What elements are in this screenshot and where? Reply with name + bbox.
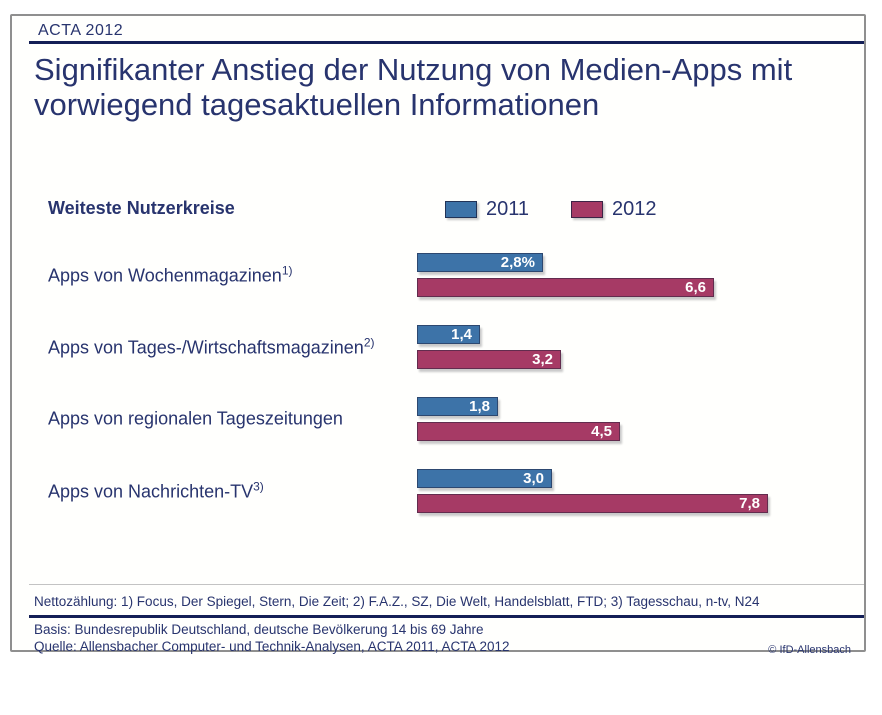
bar-chart: Apps von Wochenmagazinen1) 2,8% 6,6 Apps vo… [12, 16, 864, 650]
chart-row: Apps von regionalen Tageszeitungen 1,8 4,5 [12, 397, 864, 441]
category-label: Apps von Wochenmagazinen1) [48, 263, 293, 285]
footnote-netto: Nettozählung: 1) Focus, Der Spiegel, Ste… [34, 594, 760, 609]
legend-swatch-2011 [445, 201, 477, 218]
legend-item-2011: 2011 [445, 198, 529, 221]
bar-2011: 2,8% [417, 253, 543, 272]
slide-frame: ACTA 2012 Signifikanter Anstieg der Nutz… [10, 14, 866, 656]
category-label: Apps von Tages-/Wirtschaftsmagazinen2) [48, 335, 375, 357]
category-superscript: 3) [253, 479, 264, 493]
plot-bottom-rule [29, 584, 864, 585]
bar-2012: 7,8 [417, 494, 768, 513]
bar-2012: 4,5 [417, 422, 620, 441]
footnote-quelle: Quelle: Allensbacher Computer- und Techn… [34, 639, 510, 654]
bar-2011: 1,8 [417, 397, 498, 416]
category-label: Apps von Nachrichten-TV3) [48, 479, 264, 501]
bar-value-label: 4,5 [591, 423, 612, 440]
report-label: ACTA 2012 [38, 22, 124, 39]
header-rule [29, 41, 864, 44]
chart-row: Apps von Tages-/Wirtschaftsmagazinen2) 1,… [12, 325, 864, 369]
bar-value-label: 7,8 [739, 495, 760, 512]
bar-2011: 1,4 [417, 325, 480, 344]
footnote-basis: Basis: Bundesrepublik Deutschland, deuts… [34, 622, 484, 637]
category-superscript: 2) [363, 335, 375, 349]
legend-item-2012: 2012 [571, 198, 657, 221]
bar-value-label: 1,4 [451, 326, 472, 343]
bar-value-label: 3,0 [523, 470, 544, 487]
category-superscript: 1) [281, 263, 293, 277]
bar-2012: 6,6 [417, 278, 714, 297]
legend-label-2012: 2012 [612, 198, 657, 220]
bar-2012: 3,2 [417, 350, 561, 369]
legend-swatch-2012 [571, 201, 603, 218]
chart-row: Apps von Nachrichten-TV3) 3,0 7,8 [12, 469, 864, 513]
bar-value-label: 3,2 [532, 351, 553, 368]
category-label: Apps von regionalen Tageszeitungen [48, 408, 343, 428]
bar-value-label: 2,8% [500, 254, 535, 271]
bar-value-label: 1,8 [469, 398, 490, 415]
page-title: Signifikanter Anstieg der Nutzung von Me… [34, 52, 793, 122]
copyright-label: © IfD-Allensbach [768, 644, 851, 656]
legend-label-2011: 2011 [486, 198, 530, 220]
bar-2011: 3,0 [417, 469, 552, 488]
chart-row: Apps von Wochenmagazinen1) 2,8% 6,6 [12, 253, 864, 297]
bar-value-label: 6,6 [685, 279, 706, 296]
axis-note: Weiteste Nutzerkreise [48, 198, 235, 218]
footer-rule [29, 615, 864, 618]
